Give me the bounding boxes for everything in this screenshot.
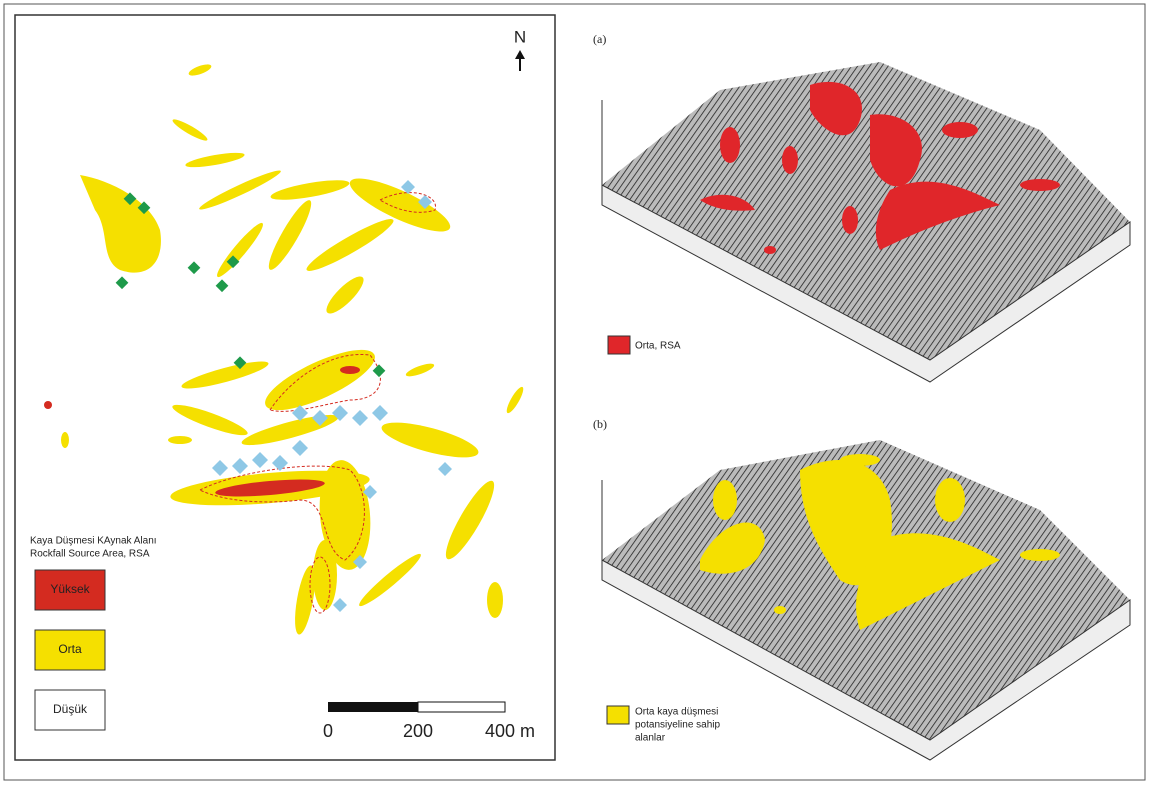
legend-label: Orta, RSA: [635, 341, 681, 352]
legend-label: alanlar: [635, 733, 666, 744]
north-label: N: [514, 27, 526, 46]
scale-bar: [328, 702, 418, 712]
legend-title: Kaya Düşmesi KAynak Alanı: [30, 536, 157, 547]
panel-label: (b): [593, 417, 607, 431]
terrain-a: [602, 62, 1130, 382]
panel-label: (a): [593, 32, 606, 46]
legend-swatch: [608, 336, 630, 354]
legend-label: potansiyeline sahip: [635, 720, 720, 731]
figure: N Kaya Düşmesi KAynak Alanı Rockfall Sou…: [0, 0, 1149, 786]
scale-bar: [418, 702, 505, 712]
scale-label: 200: [403, 721, 433, 741]
legend-label: Orta kaya düşmesi: [635, 707, 718, 718]
scale-label: 400 m: [485, 721, 535, 741]
legend-swatch: [607, 706, 629, 724]
legend-item: Yüksek: [50, 582, 90, 596]
legend-title: Rockfall Source Area, RSA: [30, 549, 150, 560]
legend-item: Orta: [58, 642, 82, 656]
scale-label: 0: [323, 721, 333, 741]
legend-item: Düşük: [53, 702, 88, 716]
